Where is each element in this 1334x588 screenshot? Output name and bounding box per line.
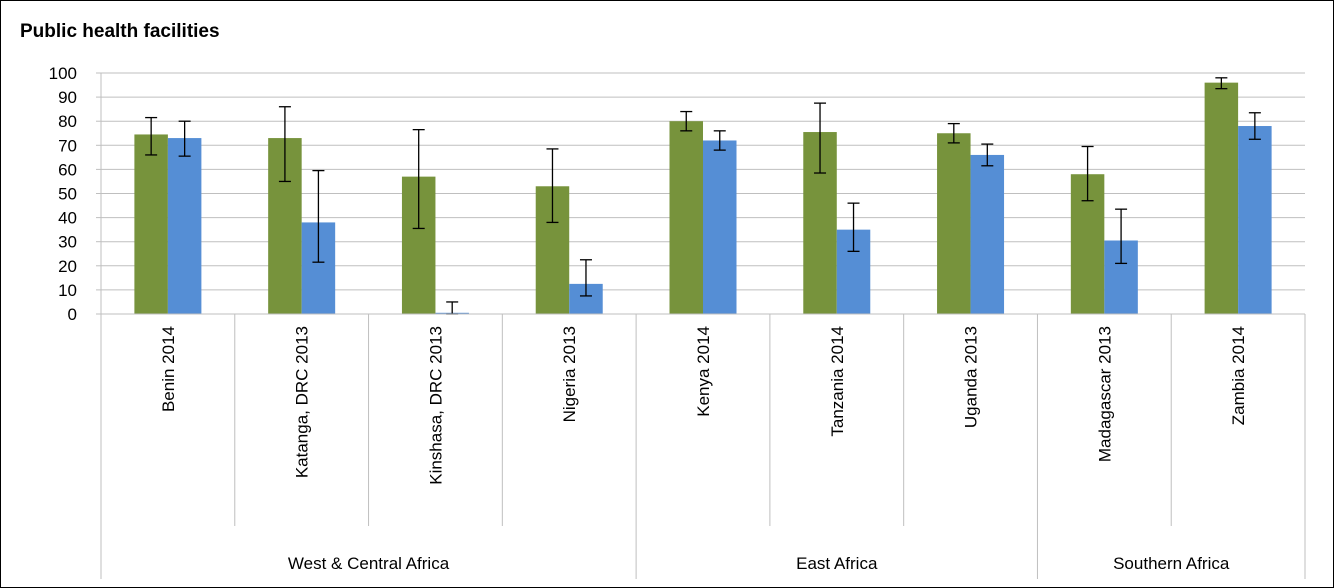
x-tick-label: Katanga, DRC 2013 [293,326,312,478]
y-tick-label: 50 [58,185,77,204]
group-label: Southern Africa [1113,554,1230,573]
x-tick-label: Tanzania 2014 [828,326,847,437]
x-tick-label: Nigeria 2013 [560,326,579,422]
y-tick-label: 30 [58,233,77,252]
y-tick-label: 100 [49,64,77,83]
bar [970,154,1005,314]
bar [669,121,703,314]
bar [1238,126,1272,315]
x-tick-label: Zambia 2014 [1229,326,1248,425]
y-tick-label: 80 [58,112,77,131]
y-tick-label: 90 [58,88,77,107]
x-tick-label: Uganda 2013 [962,326,981,428]
bar [1204,82,1239,314]
y-tick-label: 70 [58,136,77,155]
y-tick-label: 0 [68,305,77,324]
x-tick-label: Kinshasa, DRC 2013 [426,326,445,485]
y-tick-label: 40 [58,209,77,228]
bar [703,140,737,314]
y-tick-label: 60 [58,160,77,179]
bar [937,133,971,314]
bar [134,134,168,314]
x-tick-label: Kenya 2014 [694,326,713,417]
y-tick-label: 20 [58,257,77,276]
bar [167,138,202,314]
group-label: East Africa [796,554,878,573]
group-label: West & Central Africa [288,554,450,573]
x-tick-label: Madagascar 2013 [1095,326,1114,462]
chart-title: Public health facilities [20,21,220,42]
y-tick-label: 10 [58,281,77,300]
x-tick-label: Benin 2014 [159,326,178,412]
